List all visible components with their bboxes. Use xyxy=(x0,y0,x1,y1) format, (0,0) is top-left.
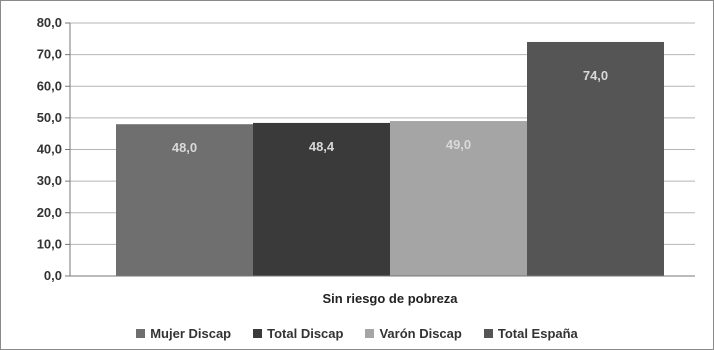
data-label: 49,0 xyxy=(446,137,471,152)
legend-item: Varón Discap xyxy=(365,325,462,341)
data-label: 48,4 xyxy=(309,139,335,154)
legend-label: Total Discap xyxy=(267,325,344,341)
data-label: 74,0 xyxy=(583,68,608,83)
x-category-label: Sin riesgo de pobreza xyxy=(322,291,458,306)
y-tick-label: 70,0 xyxy=(37,47,62,62)
data-label: 48,0 xyxy=(172,140,197,155)
bars xyxy=(116,41,664,276)
y-tick-label: 10,0 xyxy=(37,236,62,251)
y-tick-label: 50,0 xyxy=(37,110,62,125)
y-tick-label: 20,0 xyxy=(37,205,62,220)
legend-swatch xyxy=(136,328,146,338)
bar-total-discap xyxy=(253,122,390,276)
legend-item: Total España xyxy=(483,325,578,341)
legend-label: Total España xyxy=(497,325,578,341)
bar-mujer-discap xyxy=(116,124,253,276)
y-tick-label: 80,0 xyxy=(37,15,62,30)
legend-swatch xyxy=(365,328,375,338)
legend-swatch xyxy=(483,328,493,338)
legend-swatch xyxy=(253,328,263,338)
legend: Mujer Discap Total Discap Varón Discap Tota… xyxy=(0,322,714,344)
y-tick-label: 0,0 xyxy=(44,268,62,283)
legend-item: Mujer Discap xyxy=(136,326,231,341)
y-tick-label: 60,0 xyxy=(37,78,62,93)
bar-varón-discap xyxy=(390,121,527,276)
y-tick-label: 40,0 xyxy=(37,142,62,157)
bar-total-españa xyxy=(527,41,664,276)
legend-item: Total Discap xyxy=(253,326,343,341)
legend-label: Varón Discap xyxy=(379,325,462,341)
axes xyxy=(65,22,695,277)
y-tick-label: 30,0 xyxy=(37,173,62,188)
labels: 0,0 10,0 20,0 30,0 40,0 50,0 60,0 70,0 80,0 48,0 4… xyxy=(37,15,608,306)
legend-label: Mujer Discap xyxy=(150,325,232,341)
